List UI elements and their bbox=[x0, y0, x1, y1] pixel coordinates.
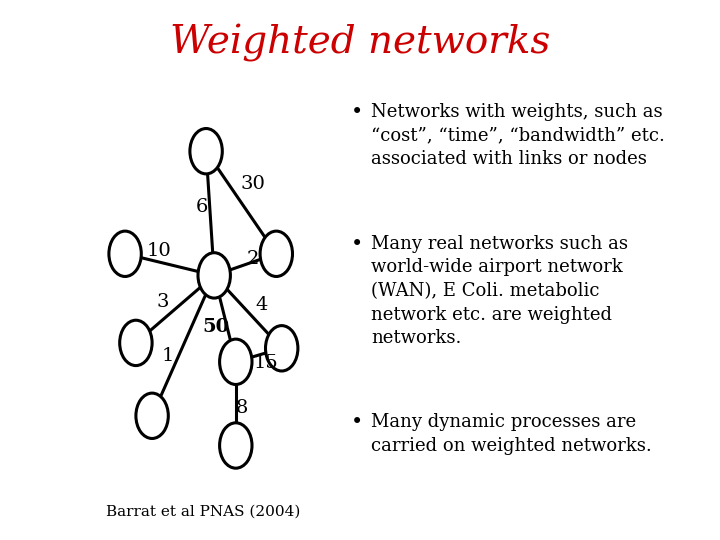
Text: 6: 6 bbox=[196, 198, 209, 216]
Ellipse shape bbox=[120, 320, 152, 366]
Text: •: • bbox=[351, 235, 364, 254]
Ellipse shape bbox=[136, 393, 168, 438]
Text: Barrat et al PNAS (2004): Barrat et al PNAS (2004) bbox=[107, 504, 300, 518]
Ellipse shape bbox=[266, 326, 298, 371]
Text: 1: 1 bbox=[162, 347, 174, 366]
Text: 10: 10 bbox=[147, 242, 171, 260]
Text: 3: 3 bbox=[157, 293, 169, 312]
Ellipse shape bbox=[198, 253, 230, 298]
Ellipse shape bbox=[190, 129, 222, 174]
Text: Networks with weights, such as
“cost”, “time”, “bandwidth” etc.
associated with : Networks with weights, such as “cost”, “… bbox=[371, 103, 665, 168]
Ellipse shape bbox=[220, 339, 252, 384]
Text: •: • bbox=[351, 103, 364, 122]
Text: 30: 30 bbox=[240, 174, 266, 193]
Text: 4: 4 bbox=[256, 296, 268, 314]
Ellipse shape bbox=[220, 423, 252, 468]
Text: 15: 15 bbox=[253, 354, 279, 372]
Ellipse shape bbox=[109, 231, 141, 276]
Text: 2: 2 bbox=[247, 249, 259, 268]
Text: Many dynamic processes are
carried on weighted networks.: Many dynamic processes are carried on we… bbox=[371, 413, 652, 455]
Text: Weighted networks: Weighted networks bbox=[170, 24, 550, 62]
Text: 50: 50 bbox=[202, 318, 230, 336]
Ellipse shape bbox=[260, 231, 292, 276]
Text: 8: 8 bbox=[236, 399, 248, 417]
Text: •: • bbox=[351, 413, 364, 432]
Text: Many real networks such as
world-wide airport network
(WAN), E Coli. metabolic
n: Many real networks such as world-wide ai… bbox=[371, 235, 628, 347]
